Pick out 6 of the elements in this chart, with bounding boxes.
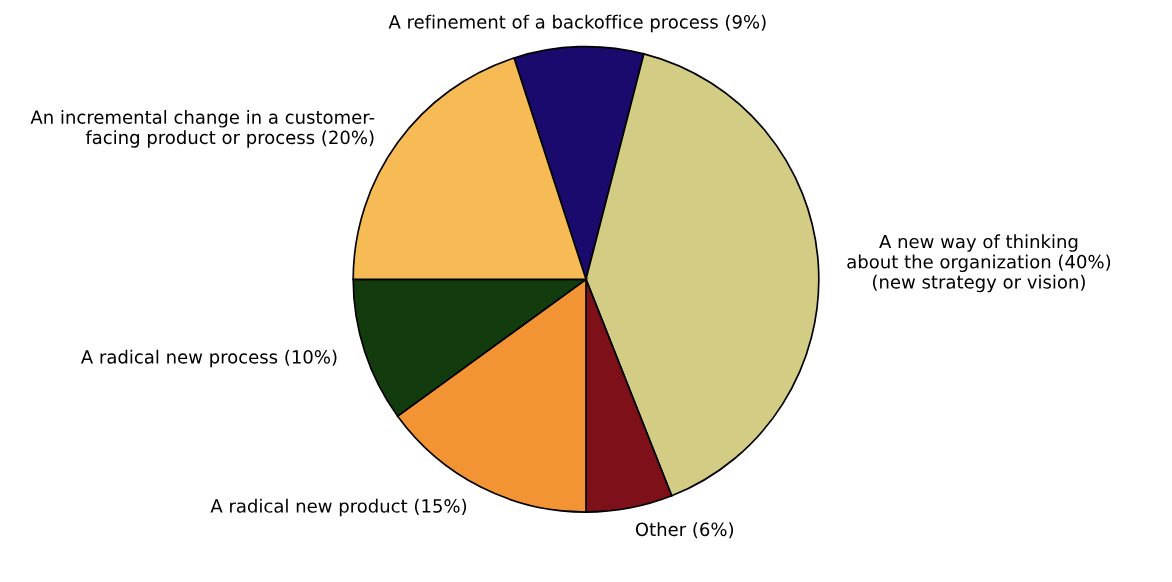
slice-label: A radical new product (15%) [210, 498, 467, 517]
slice-label: A refinement of a backoffice process (9%) [388, 14, 766, 33]
slice-label: A radical new process (10%) [80, 349, 337, 368]
slice-label: Other (6%) [635, 522, 734, 539]
slice-label: A new way of thinking about the organization (40%) (new strategy or vision) [847, 234, 1111, 293]
slice-label: An incremental change in a customer- facing product or process (20%) [30, 109, 375, 148]
